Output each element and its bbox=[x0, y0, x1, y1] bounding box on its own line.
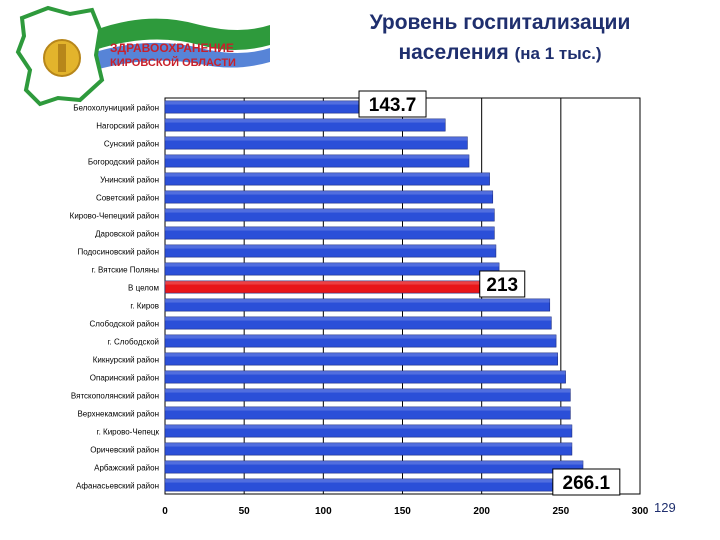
data-label-box bbox=[552, 468, 621, 496]
bar-sheen bbox=[165, 478, 587, 483]
bar bbox=[164, 190, 494, 204]
bar bbox=[164, 334, 557, 348]
bar bbox=[164, 244, 497, 258]
category-label: Опаринский район bbox=[90, 374, 159, 383]
title-line1: Уровень госпитализации bbox=[369, 11, 631, 34]
bar-sheen bbox=[165, 154, 469, 159]
category-label: г. Кирово-Чепецк bbox=[97, 428, 160, 437]
ribbon-blue bbox=[95, 42, 270, 70]
bar-sheen bbox=[165, 334, 557, 339]
x-tick-label: 200 bbox=[473, 506, 490, 517]
bar-sheen bbox=[165, 352, 558, 357]
category-label: Кикнурский район bbox=[93, 356, 159, 365]
category-label: Арбажский район bbox=[94, 464, 159, 473]
bar bbox=[164, 442, 573, 456]
bar bbox=[164, 316, 552, 330]
logo-line1: ЗДРАВООХРАНЕНИЕ bbox=[110, 41, 234, 55]
bar bbox=[164, 136, 468, 150]
bar-sheen bbox=[165, 370, 566, 375]
category-label: Подосиновский район bbox=[77, 248, 159, 257]
bar bbox=[164, 172, 490, 186]
title-unit: (на 1 тыс.) bbox=[514, 44, 602, 63]
bar bbox=[164, 226, 495, 240]
slide-title: Уровень госпитализации населения (на 1 т… bbox=[330, 8, 670, 69]
category-label: Советский район bbox=[96, 194, 159, 203]
page-number: 129 bbox=[654, 500, 676, 515]
category-label: Оричевский район bbox=[90, 446, 159, 455]
bar-sheen bbox=[165, 208, 495, 213]
category-label: Белохолуницкий район bbox=[73, 104, 159, 113]
category-label: Верхнекамский район bbox=[77, 410, 159, 419]
bar-sheen bbox=[165, 406, 571, 411]
x-tick-label: 250 bbox=[552, 506, 569, 517]
ribbon-green bbox=[95, 18, 270, 50]
bar-sheen bbox=[165, 316, 552, 321]
category-label: Нагорский район bbox=[96, 122, 159, 131]
category-label: Унинский район bbox=[100, 176, 159, 185]
x-tick-label: 300 bbox=[632, 506, 649, 517]
bar bbox=[164, 262, 500, 276]
data-label: 266.1 bbox=[563, 473, 611, 494]
bar-sheen bbox=[165, 298, 550, 303]
category-label: Богородский район bbox=[88, 158, 159, 167]
bar-sheen bbox=[165, 190, 493, 195]
data-label: 213 bbox=[486, 275, 518, 296]
bar-sheen bbox=[165, 442, 572, 447]
bar bbox=[164, 406, 571, 420]
x-tick-label: 150 bbox=[394, 506, 411, 517]
category-label: Вятскополянский район bbox=[71, 392, 159, 401]
bar bbox=[164, 460, 584, 474]
bar bbox=[164, 424, 573, 438]
category-label: г. Киров bbox=[130, 302, 159, 311]
bar bbox=[164, 370, 566, 384]
bar-sheen bbox=[165, 118, 446, 123]
bar-sheen bbox=[165, 136, 468, 141]
bar bbox=[164, 208, 495, 222]
bar-sheen bbox=[165, 460, 583, 465]
bar-sheen bbox=[165, 388, 571, 393]
bar-sheen bbox=[165, 226, 495, 231]
bar-sheen bbox=[165, 280, 503, 285]
x-tick-label: 50 bbox=[239, 506, 251, 517]
x-tick-label: 0 bbox=[162, 506, 168, 517]
bar bbox=[164, 118, 446, 132]
bar-sheen bbox=[165, 262, 500, 267]
bar bbox=[164, 352, 558, 366]
bar-sheen bbox=[165, 424, 572, 429]
title-line2-wrap: населения (на 1 тыс.) bbox=[330, 38, 670, 69]
category-label: Сунский район bbox=[104, 140, 159, 149]
data-label: 143.7 bbox=[369, 95, 417, 116]
bar bbox=[164, 154, 470, 168]
data-label-box bbox=[479, 270, 526, 298]
x-tick-label: 100 bbox=[315, 506, 332, 517]
bar-sheen bbox=[165, 100, 393, 105]
bar bbox=[164, 388, 571, 402]
category-label: Афанасьевский район bbox=[76, 482, 159, 491]
bar bbox=[164, 298, 551, 312]
logo-line2: КИРОВСКОЙ ОБЛАСТИ bbox=[110, 56, 236, 69]
title-line2: населения bbox=[398, 41, 509, 64]
category-label: Кирово-Чепецкий район bbox=[70, 212, 159, 221]
category-label: Даровской район bbox=[95, 230, 159, 239]
category-label: г. Вятские Поляны bbox=[92, 266, 160, 275]
bar-sheen bbox=[165, 244, 496, 249]
logo: ЗДРАВООХРАНЕНИЕ КИРОВСКОЙ ОБЛАСТИ bbox=[15, 5, 270, 107]
bar-sheen bbox=[165, 172, 490, 177]
category-label: Слободской район bbox=[90, 320, 159, 329]
data-label-box bbox=[358, 90, 427, 118]
category-label: В целом bbox=[128, 284, 159, 293]
category-label: г. Слободской bbox=[108, 338, 159, 347]
